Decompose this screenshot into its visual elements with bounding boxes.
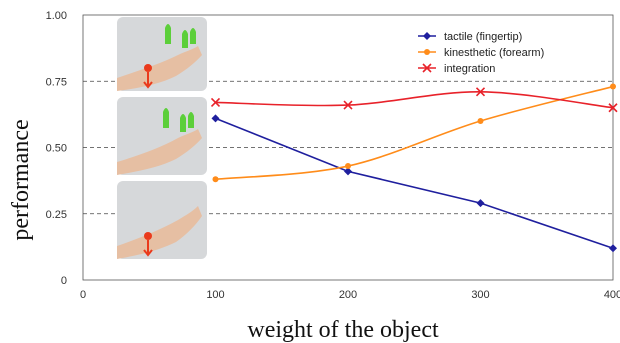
legend-item: kinesthetic (forearm) — [418, 47, 544, 59]
forearm-stimulation-icon — [144, 232, 152, 240]
legend-item: tactile (fingertip) — [418, 31, 522, 43]
data-point — [344, 167, 352, 176]
legend-marker — [424, 49, 430, 55]
legend-label: kinesthetic (forearm) — [444, 47, 544, 59]
series-line — [215, 91, 614, 109]
inset-photo-1 — [117, 17, 207, 91]
legend-label: integration — [444, 63, 495, 75]
series-1 — [211, 114, 617, 253]
data-point — [212, 176, 219, 183]
data-series — [210, 83, 618, 253]
y-tick-label: 0.50 — [46, 143, 67, 155]
data-point — [609, 244, 617, 253]
data-point — [345, 163, 351, 170]
data-point — [475, 87, 486, 97]
x-tick-labels: 0 100 200 300 400 — [80, 289, 620, 301]
data-point — [608, 103, 618, 113]
legend: tactile (fingertip) kinesthetic (forearm)… — [418, 31, 544, 75]
series-line — [215, 85, 614, 181]
y-axis-title: performance — [8, 119, 34, 240]
x-tick-label: 0 — [80, 289, 86, 301]
y-tick-labels: 0 0.25 0.50 0.75 1.00 — [46, 10, 67, 287]
gridlines — [83, 80, 613, 215]
finger-stimulation-icon — [163, 108, 194, 132]
finger-stimulation-icon — [165, 24, 196, 48]
legend-label: tactile (fingertip) — [444, 31, 522, 43]
x-tick-label: 200 — [339, 289, 357, 301]
x-axis-title: weight of the object — [247, 317, 439, 343]
data-point — [343, 100, 353, 110]
data-point — [476, 199, 485, 208]
legend-marker — [422, 63, 432, 73]
hand-icon — [117, 206, 202, 259]
series-2 — [212, 83, 616, 183]
y-tick-label: 0.75 — [46, 76, 67, 88]
x-tick-label: 300 — [471, 289, 489, 301]
x-tick-label: 100 — [206, 289, 224, 301]
series-line — [215, 117, 614, 249]
series-3 — [210, 87, 618, 113]
data-point — [211, 114, 220, 123]
data-point — [477, 118, 484, 124]
y-tick-label: 0 — [61, 275, 67, 287]
forearm-stimulation-icon — [144, 64, 152, 72]
hand-icon — [117, 46, 202, 91]
data-point — [610, 83, 616, 90]
y-tick-label: 1.00 — [46, 10, 67, 22]
y-tick-label: 0.25 — [46, 209, 67, 221]
legend-item: integration — [418, 63, 495, 75]
inset-photo-3 — [117, 181, 207, 259]
x-tick-label: 400 — [604, 289, 620, 301]
hand-icon — [117, 129, 202, 175]
data-point — [210, 97, 221, 108]
inset-photo-2 — [117, 97, 207, 175]
legend-marker — [423, 32, 431, 40]
